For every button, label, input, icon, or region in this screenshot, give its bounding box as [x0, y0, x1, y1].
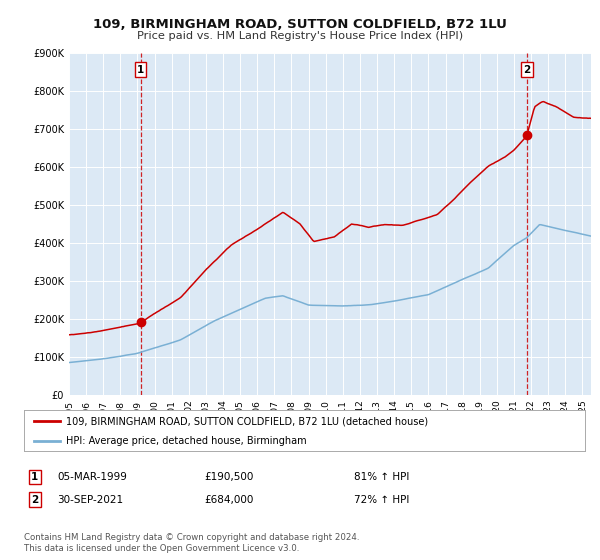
Text: 81% ↑ HPI: 81% ↑ HPI	[354, 472, 409, 482]
Text: 2: 2	[31, 494, 38, 505]
Text: 1: 1	[137, 64, 144, 74]
Text: £684,000: £684,000	[204, 494, 253, 505]
Text: 2: 2	[523, 64, 530, 74]
Text: 109, BIRMINGHAM ROAD, SUTTON COLDFIELD, B72 1LU: 109, BIRMINGHAM ROAD, SUTTON COLDFIELD, …	[93, 18, 507, 31]
Text: HPI: Average price, detached house, Birmingham: HPI: Average price, detached house, Birm…	[66, 436, 307, 446]
Text: 30-SEP-2021: 30-SEP-2021	[57, 494, 123, 505]
Text: 1: 1	[31, 472, 38, 482]
Text: 109, BIRMINGHAM ROAD, SUTTON COLDFIELD, B72 1LU (detached house): 109, BIRMINGHAM ROAD, SUTTON COLDFIELD, …	[66, 417, 428, 426]
Text: £190,500: £190,500	[204, 472, 253, 482]
Text: Price paid vs. HM Land Registry's House Price Index (HPI): Price paid vs. HM Land Registry's House …	[137, 31, 463, 41]
Text: 72% ↑ HPI: 72% ↑ HPI	[354, 494, 409, 505]
Text: 05-MAR-1999: 05-MAR-1999	[57, 472, 127, 482]
Text: Contains HM Land Registry data © Crown copyright and database right 2024.
This d: Contains HM Land Registry data © Crown c…	[24, 533, 359, 553]
